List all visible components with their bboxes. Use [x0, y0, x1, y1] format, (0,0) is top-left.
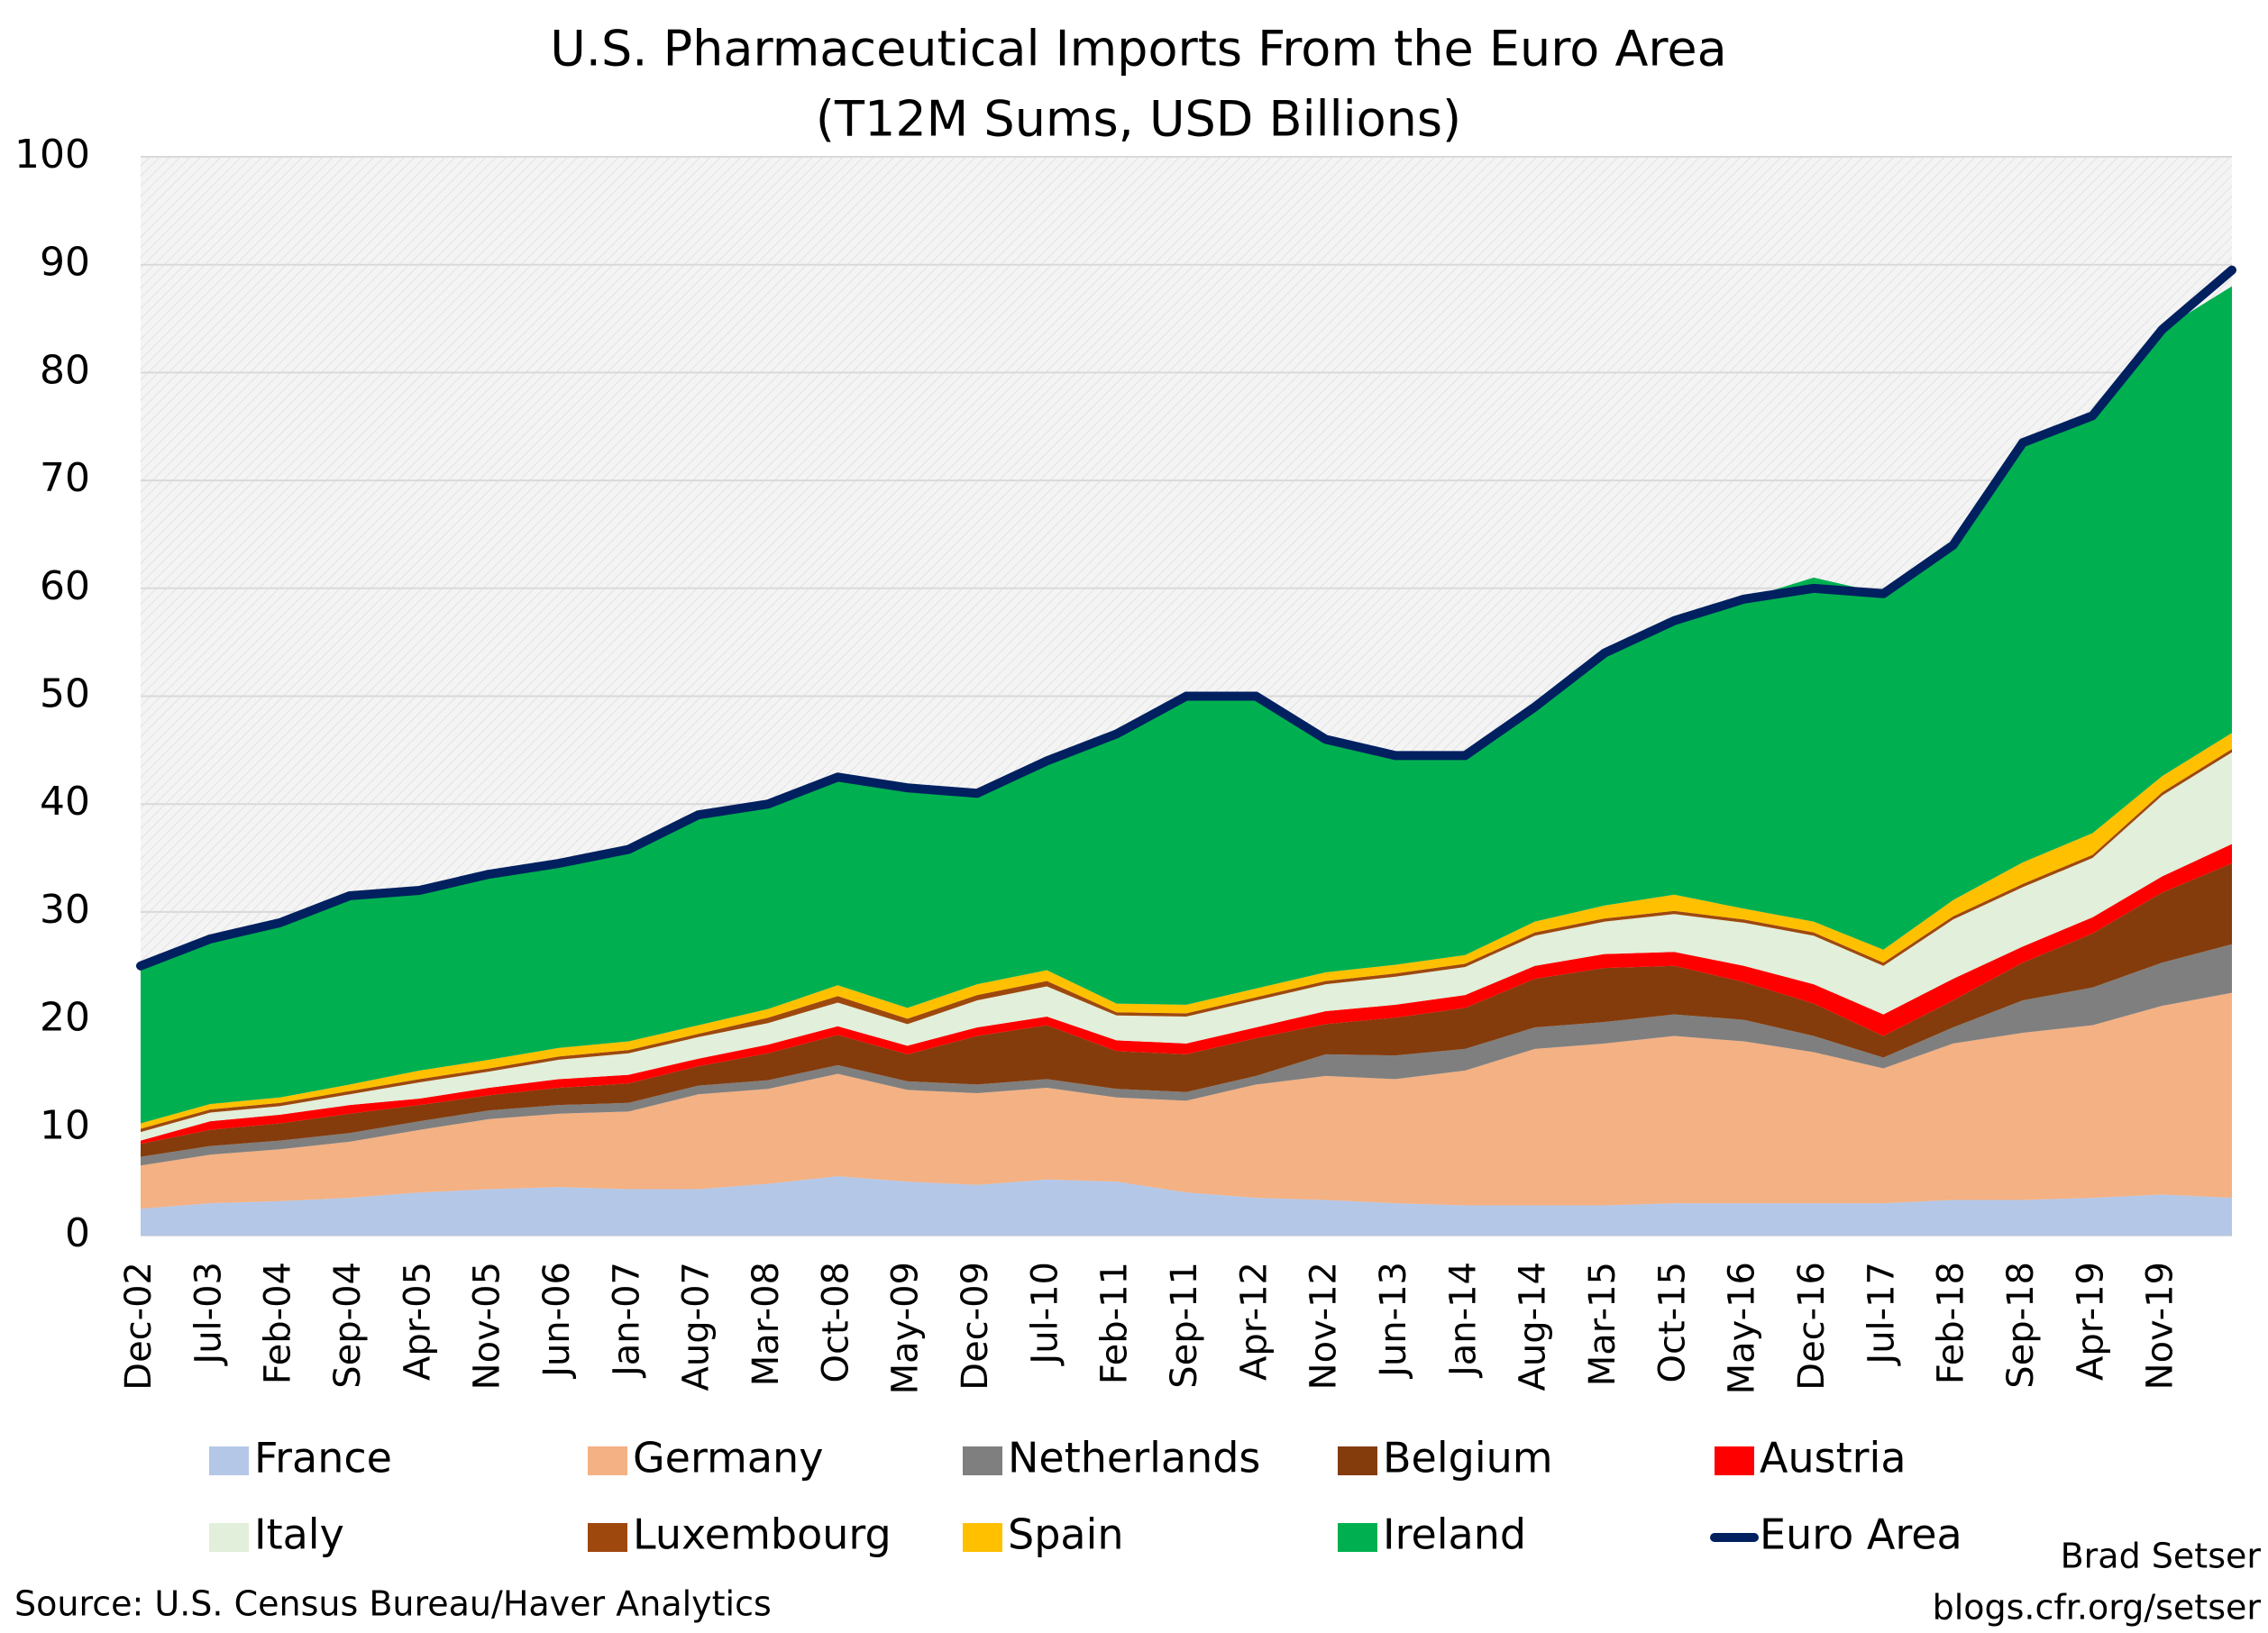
legend-marker	[209, 1523, 249, 1552]
legend-label: Spain	[1008, 1510, 1124, 1559]
x-tick-label: Jan-07	[606, 1262, 647, 1379]
legend-marker	[588, 1523, 627, 1552]
area	[141, 844, 2232, 1145]
x-tick-label: Nov-12	[1303, 1262, 1345, 1390]
x-tick-label: Jun-06	[536, 1262, 578, 1380]
x-tick-label: Mar-15	[1582, 1262, 1623, 1386]
x-tick-label: Dec-02	[118, 1262, 160, 1391]
x-tick-label: Nov-19	[2140, 1262, 2181, 1390]
chart-title: U.S. Pharmaceutical Imports From the Eur…	[550, 21, 1726, 78]
y-tick-label: 70	[40, 455, 90, 501]
x-tick-label: Aug-14	[1513, 1262, 1554, 1391]
x-tick-label: Oct-08	[815, 1262, 856, 1383]
legend-marker	[1338, 1523, 1377, 1552]
legend-label: Luxembourg	[633, 1510, 892, 1559]
x-tick-label: Mar-08	[745, 1262, 787, 1386]
x-tick-label: Apr-12	[1233, 1262, 1275, 1381]
x-tick-label: Jul-10	[1024, 1262, 1065, 1367]
y-tick-label: 90	[40, 240, 90, 286]
area	[141, 749, 2232, 1133]
legend-label: Italy	[254, 1510, 344, 1559]
y-tick-label: 60	[40, 563, 90, 609]
legend-label: Netherlands	[1008, 1434, 1260, 1482]
area	[141, 752, 2232, 1141]
x-tick-label: Feb-11	[1094, 1262, 1136, 1384]
area	[141, 1176, 2232, 1236]
y-tick-label: 30	[40, 887, 90, 933]
y-tick-label: 20	[40, 995, 90, 1041]
x-tick-label: Jul-03	[187, 1262, 229, 1367]
x-tick-label: Apr-19	[2070, 1262, 2111, 1381]
legend-label: France	[254, 1434, 392, 1482]
y-tick-label: 10	[40, 1102, 90, 1148]
area	[141, 863, 2232, 1157]
x-tick-label: Sep-18	[2000, 1262, 2042, 1389]
legend-label: Germany	[633, 1434, 823, 1482]
legend-label: Ireland	[1383, 1510, 1526, 1559]
x-tick-label: Sep-04	[327, 1262, 369, 1389]
x-tick-label: Feb-04	[258, 1262, 299, 1384]
author-note: blogs.cfr.org/setser	[1933, 1588, 2262, 1628]
legend-marker	[963, 1446, 1002, 1475]
x-tick-label: Dec-16	[1791, 1262, 1833, 1391]
legend-marker	[588, 1446, 627, 1475]
y-tick-label: 0	[65, 1210, 90, 1256]
source-note: Source: U.S. Census Bureau/Haver Analyti…	[14, 1584, 772, 1624]
x-tick-label: Jun-13	[1373, 1262, 1414, 1380]
x-tick-label: Jan-14	[1442, 1262, 1484, 1379]
chart-subtitle: (T12M Sums, USD Billions)	[816, 91, 1461, 148]
y-tick-label: 100	[14, 132, 90, 178]
legend-label: Belgium	[1383, 1434, 1553, 1482]
x-tick-label: Apr-05	[397, 1262, 438, 1381]
y-tick-label: 80	[40, 347, 90, 393]
legend-marker	[963, 1523, 1002, 1552]
x-tick-label: Nov-05	[467, 1262, 508, 1390]
x-tick-label: Aug-07	[676, 1262, 718, 1391]
x-tick-label: Sep-11	[1164, 1262, 1205, 1389]
legend-label: Euro Area	[1760, 1510, 1962, 1559]
x-tick-label: Oct-15	[1651, 1262, 1693, 1383]
x-tick-label: May-09	[885, 1262, 927, 1394]
y-tick-label: 50	[40, 671, 90, 717]
legend-marker	[1715, 1446, 1754, 1475]
y-tick-label: 40	[40, 779, 90, 825]
area	[141, 733, 2232, 1129]
legend-marker	[209, 1446, 249, 1475]
line	[136, 265, 2236, 971]
legend-label: Austria	[1760, 1434, 1907, 1482]
x-tick-label: Jul-17	[1861, 1262, 1902, 1367]
x-tick-label: Dec-09	[955, 1262, 996, 1391]
legend-marker	[1338, 1446, 1377, 1475]
area	[141, 286, 2232, 1124]
author-note: Brad Setser	[2061, 1537, 2262, 1576]
x-tick-label: May-16	[1722, 1262, 1763, 1394]
x-tick-label: Feb-18	[1931, 1262, 1972, 1384]
